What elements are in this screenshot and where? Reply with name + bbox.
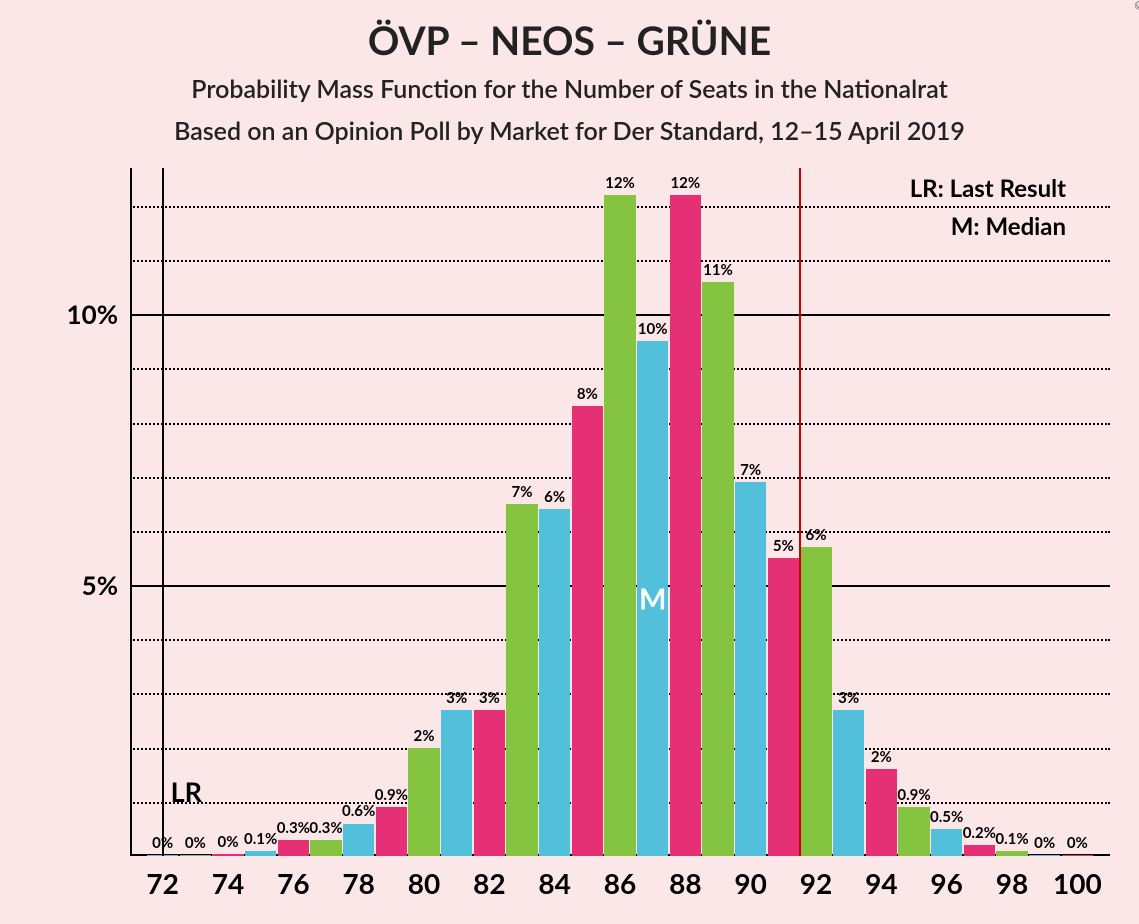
bar-value-label: 2% [871,748,892,766]
x-tick-label: 80 [408,866,440,900]
bar-value-label: 2% [414,727,435,745]
bar-value-label: 0% [1067,834,1088,852]
x-tick-label: 92 [800,866,832,900]
bar-value-label: 0% [185,834,206,852]
figure: ÖVP – NEOS – GRÜNE Probability Mass Func… [0,0,1139,924]
bar [310,840,341,856]
bar [212,854,243,856]
bar-value-label: 12% [605,174,635,192]
bar [539,509,570,856]
bar-value-label: 12% [670,174,700,192]
bar [898,807,929,856]
x-tick-label: 78 [342,866,374,900]
bar-value-label: 7% [512,483,533,501]
x-tick-label: 72 [146,866,178,900]
bar [1062,855,1093,856]
x-tick-label: 96 [930,866,962,900]
bar-value-label: 0% [1034,834,1055,852]
bar-value-label: 0.2% [963,824,996,842]
majority-line [799,168,801,856]
bar-value-label: 7% [740,461,761,479]
bar-value-label: 0% [218,833,239,851]
bar-value-label: 0.6% [342,802,375,820]
plot-area: 5%10%72747678808284868890929496981000%0%… [130,168,1110,856]
bar-value-label: 0.1% [244,830,277,848]
bar-value-label: 6% [806,526,827,544]
chart-subtitle-1: Probability Mass Function for the Number… [0,74,1139,104]
bar-value-label: 11% [703,261,733,279]
bar [702,282,733,856]
bar-value-label: 10% [638,320,668,338]
bar [506,504,537,856]
bar-value-label: 3% [446,689,467,707]
bar-value-label: 0.3% [309,819,342,837]
bar-value-label: 0.3% [277,819,310,837]
bar [670,195,701,856]
bar [343,824,374,857]
bar [735,482,766,856]
x-tick-label: 82 [473,866,505,900]
bar-value-label: 8% [577,385,598,403]
y-tick-label: 10% [67,298,118,330]
bar [278,840,309,856]
x-tick-label: 88 [669,866,701,900]
bar-value-label: 0.9% [375,786,408,804]
bar [1029,855,1060,856]
y-axis [130,168,132,856]
bar [180,855,211,856]
bar [833,710,864,856]
x-tick-label: 76 [277,866,309,900]
bar [245,851,276,856]
bar [441,710,472,856]
bar [800,547,831,856]
last-result-label: LR [171,775,202,808]
bar [408,748,439,856]
bar-value-label: 0.9% [897,786,930,804]
bar-value-label: 3% [479,689,500,707]
bar [996,851,1027,856]
legend-median: M: Median [951,212,1066,241]
x-tick-label: 86 [604,866,636,900]
copyright: © 2019 Filip van Laenen [1133,0,1139,10]
x-tick-label: 98 [996,866,1028,900]
bar [604,195,635,856]
x-tick-label: 100 [1053,866,1102,900]
bar-value-label: 6% [544,488,565,506]
bar [376,807,407,856]
x-tick-label: 90 [734,866,766,900]
x-tick-label: 74 [212,866,244,900]
chart-subtitle-2: Based on an Opinion Poll by Market for D… [0,116,1139,146]
last-result-line [162,168,164,856]
x-tick-label: 94 [865,866,897,900]
bar [866,769,897,856]
bar-value-label: 3% [838,689,859,707]
median-label: M [639,581,666,616]
bar [572,406,603,856]
bar [964,845,995,856]
chart-title: ÖVP – NEOS – GRÜNE [0,18,1139,64]
x-tick-label: 84 [538,866,570,900]
bar [931,829,962,856]
bar [474,710,505,856]
bar-value-label: 5% [773,537,794,555]
y-tick-label: 5% [82,569,118,601]
bar-value-label: 0.1% [995,830,1028,848]
legend-last-result: LR: Last Result [910,174,1066,203]
bar-value-label: 0.5% [930,808,963,826]
bar [768,558,799,856]
